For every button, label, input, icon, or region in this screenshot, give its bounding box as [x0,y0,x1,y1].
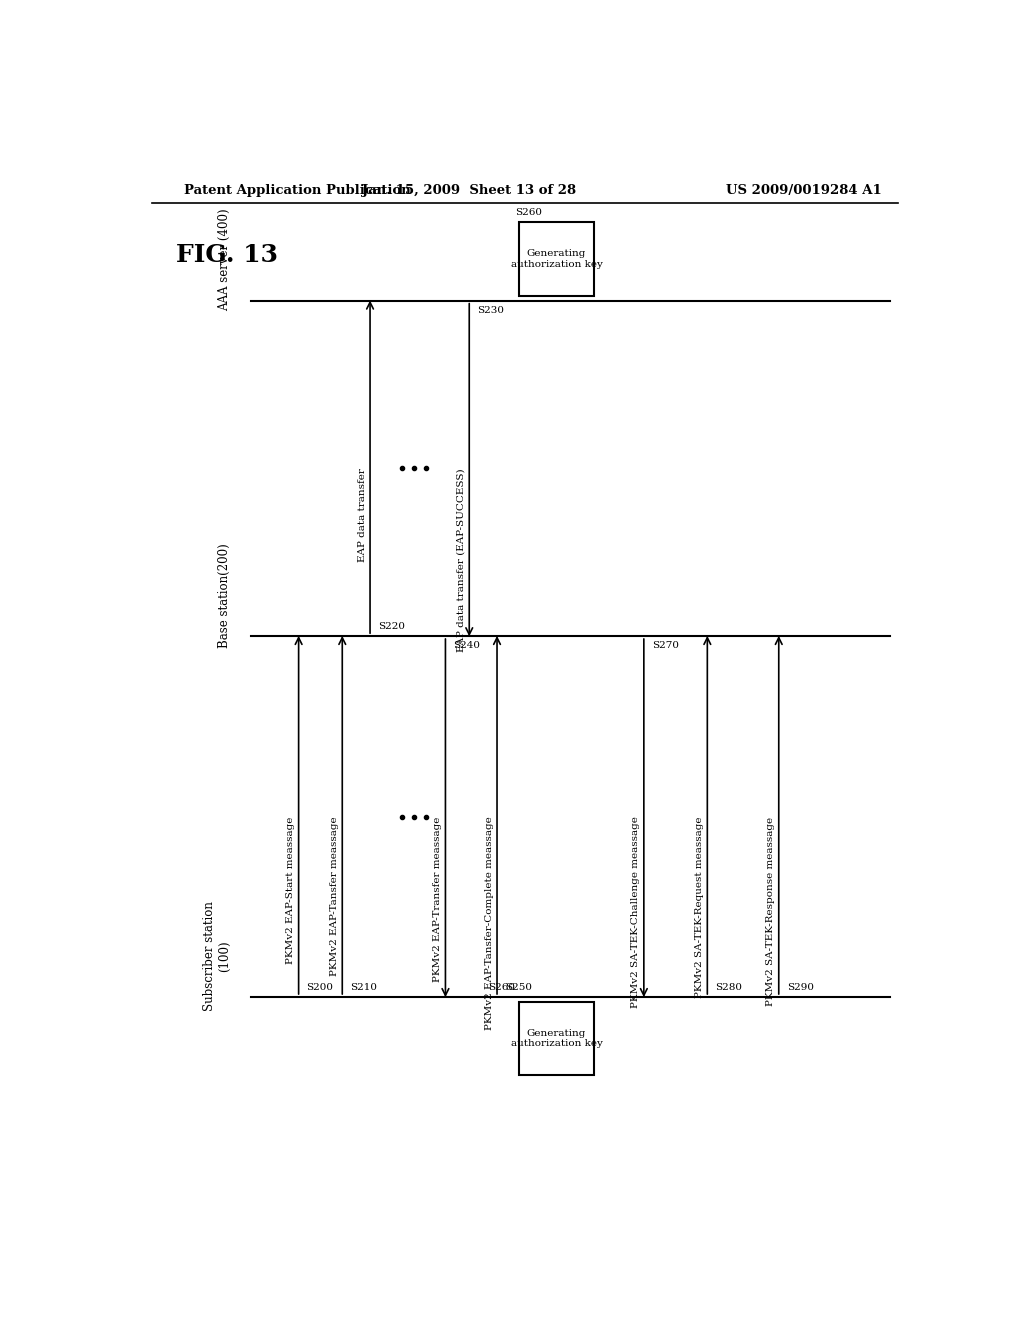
Text: S260: S260 [515,209,542,218]
Text: S200: S200 [306,983,334,991]
Text: AAA server (400): AAA server (400) [218,209,231,312]
Text: PKMv2 SA-TEK-Response meassage: PKMv2 SA-TEK-Response meassage [766,817,775,1006]
Text: S240: S240 [454,642,480,651]
Text: Patent Application Publication: Patent Application Publication [183,185,411,198]
Text: Subscriber station
(100): Subscriber station (100) [203,902,231,1011]
Text: Jan. 15, 2009  Sheet 13 of 28: Jan. 15, 2009 Sheet 13 of 28 [362,185,577,198]
Text: Base station(200): Base station(200) [218,543,231,648]
Text: S260: S260 [487,983,515,991]
Text: PKMv2 EAP-Transfer meassage: PKMv2 EAP-Transfer meassage [433,817,442,982]
Text: S250: S250 [505,983,531,991]
Text: FIG. 13: FIG. 13 [176,243,278,267]
Text: US 2009/0019284 A1: US 2009/0019284 A1 [726,185,882,198]
Text: EAP data transfer: EAP data transfer [357,469,367,562]
Text: PKMv2 EAP-Start meassage: PKMv2 EAP-Start meassage [286,817,295,964]
Bar [519,223,594,296]
Text: PKMv2 EAP-Tansfer meassage: PKMv2 EAP-Tansfer meassage [330,817,339,977]
Text: S220: S220 [378,622,404,631]
Text: Generating
authorization key: Generating authorization key [511,1028,602,1048]
Text: S280: S280 [715,983,742,991]
Text: S270: S270 [652,642,679,651]
Text: PKMv2 EAP-Tansfer-Complete meassage: PKMv2 EAP-Tansfer-Complete meassage [484,817,494,1031]
Text: S210: S210 [350,983,377,991]
Text: Generating
authorization key: Generating authorization key [511,249,602,269]
Text: S230: S230 [477,306,504,314]
Text: EAP data transfer (EAP-SUCCESS): EAP data transfer (EAP-SUCCESS) [457,469,466,652]
Bar [519,1002,594,1076]
Text: PKMv2 SA-TEK-Challenge meassage: PKMv2 SA-TEK-Challenge meassage [632,817,640,1008]
Text: PKMv2 SA-TEK-Request meassage: PKMv2 SA-TEK-Request meassage [695,817,703,998]
Text: S290: S290 [786,983,814,991]
